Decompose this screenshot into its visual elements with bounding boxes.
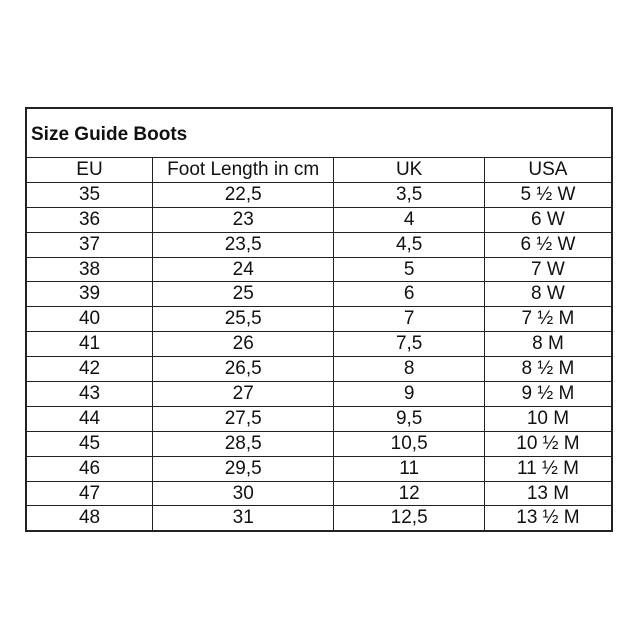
eu-cell: 44 (25, 405, 154, 432)
usa-cell: 5 ½ W (483, 181, 613, 208)
uk-cell: 9,5 (333, 405, 485, 432)
table-row: 35 22,5 3,5 5 ½ W (25, 181, 613, 208)
eu-cell: 46 (25, 455, 154, 482)
uk-cell: 6 (333, 281, 485, 308)
uk-cell: 11 (333, 455, 485, 482)
table-row: 41 26 7,5 8 M (25, 331, 613, 358)
usa-cell: 8 M (483, 331, 613, 358)
uk-cell: 4 (333, 206, 485, 233)
usa-cell: 13 ½ M (483, 505, 613, 532)
header-eu: EU (25, 157, 154, 183)
eu-cell: 45 (25, 430, 154, 457)
foot-length-cell: 23 (152, 206, 335, 233)
usa-cell: 8 ½ M (483, 356, 613, 383)
table-row: 36 23 4 6 W (25, 206, 613, 233)
uk-cell: 3,5 (333, 181, 485, 208)
usa-cell: 13 M (483, 480, 613, 507)
usa-cell: 6 ½ W (483, 231, 613, 258)
usa-cell: 7 ½ M (483, 306, 613, 333)
table-row: 44 27,5 9,5 10 M (25, 405, 613, 432)
usa-cell: 6 W (483, 206, 613, 233)
header-row: EU Foot Length in cm UK USA (25, 157, 613, 183)
eu-cell: 39 (25, 281, 154, 308)
table-row: 40 25,5 7 7 ½ M (25, 306, 613, 333)
usa-cell: 10 ½ M (483, 430, 613, 457)
eu-cell: 41 (25, 331, 154, 358)
usa-cell: 8 W (483, 281, 613, 308)
eu-cell: 38 (25, 256, 154, 283)
header-foot-length: Foot Length in cm (152, 157, 335, 183)
uk-cell: 7 (333, 306, 485, 333)
usa-cell: 7 W (483, 256, 613, 283)
foot-length-cell: 31 (152, 505, 335, 532)
header-usa: USA (483, 157, 613, 183)
foot-length-cell: 28,5 (152, 430, 335, 457)
eu-cell: 37 (25, 231, 154, 258)
size-guide-table: Size Guide Boots EU Foot Length in cm UK… (25, 107, 613, 533)
uk-cell: 10,5 (333, 430, 485, 457)
uk-cell: 8 (333, 356, 485, 383)
table-row: 38 24 5 7 W (25, 256, 613, 283)
usa-cell: 10 M (483, 405, 613, 432)
eu-cell: 48 (25, 505, 154, 532)
table-row: 39 25 6 8 W (25, 281, 613, 308)
foot-length-cell: 29,5 (152, 455, 335, 482)
eu-cell: 42 (25, 356, 154, 383)
table-row: 43 27 9 9 ½ M (25, 381, 613, 407)
table-row: 45 28,5 10,5 10 ½ M (25, 430, 613, 457)
foot-length-cell: 25,5 (152, 306, 335, 333)
table-row: 46 29,5 11 11 ½ M (25, 455, 613, 482)
foot-length-cell: 25 (152, 281, 335, 308)
foot-length-cell: 27,5 (152, 405, 335, 432)
foot-length-cell: 23,5 (152, 231, 335, 258)
uk-cell: 12,5 (333, 505, 485, 532)
foot-length-cell: 26 (152, 331, 335, 358)
usa-cell: 9 ½ M (483, 381, 613, 407)
table-title: Size Guide Boots (25, 107, 613, 158)
uk-cell: 7,5 (333, 331, 485, 358)
foot-length-cell: 26,5 (152, 356, 335, 383)
title-row: Size Guide Boots (25, 107, 613, 158)
foot-length-cell: 30 (152, 480, 335, 507)
usa-cell: 11 ½ M (483, 455, 613, 482)
table-row: 47 30 12 13 M (25, 480, 613, 507)
table-row: 37 23,5 4,5 6 ½ W (25, 231, 613, 258)
uk-cell: 4,5 (333, 231, 485, 258)
foot-length-cell: 22,5 (152, 181, 335, 208)
eu-cell: 43 (25, 381, 154, 407)
table-row: 48 31 12,5 13 ½ M (25, 505, 613, 532)
uk-cell: 12 (333, 480, 485, 507)
uk-cell: 9 (333, 381, 485, 407)
table-row: 42 26,5 8 8 ½ M (25, 356, 613, 383)
uk-cell: 5 (333, 256, 485, 283)
header-uk: UK (333, 157, 485, 183)
foot-length-cell: 27 (152, 381, 335, 407)
eu-cell: 35 (25, 181, 154, 208)
eu-cell: 40 (25, 306, 154, 333)
eu-cell: 47 (25, 480, 154, 507)
eu-cell: 36 (25, 206, 154, 233)
foot-length-cell: 24 (152, 256, 335, 283)
